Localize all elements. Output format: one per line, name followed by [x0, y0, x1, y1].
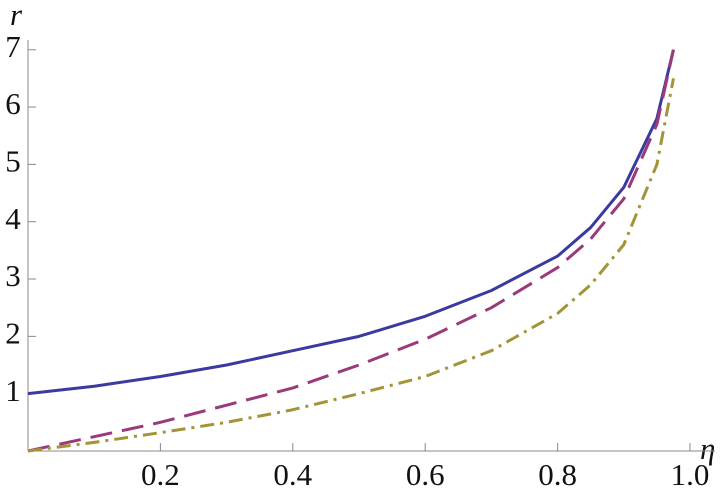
- x-tick-label: 0.2: [141, 457, 180, 492]
- y-tick-label: 3: [5, 258, 21, 293]
- series-line: [27, 78, 675, 453]
- y-tick-label: 5: [5, 143, 21, 178]
- y-tick-label: 4: [5, 201, 21, 236]
- y-axis-label: r: [10, 0, 23, 32]
- y-tick-label: 7: [5, 29, 21, 64]
- x-tick-label: 0.4: [273, 457, 312, 492]
- x-tick-label: 0.8: [538, 457, 577, 492]
- x-tick-label: 1.0: [671, 457, 710, 492]
- x-axis-label: η: [700, 431, 715, 466]
- x-tick-label: 0.6: [406, 457, 445, 492]
- y-tick-label: 1: [5, 373, 21, 408]
- y-tick-label: 6: [5, 86, 21, 121]
- y-tick-label: 2: [5, 315, 21, 350]
- series-line: [27, 49, 675, 453]
- series-line: [27, 49, 675, 396]
